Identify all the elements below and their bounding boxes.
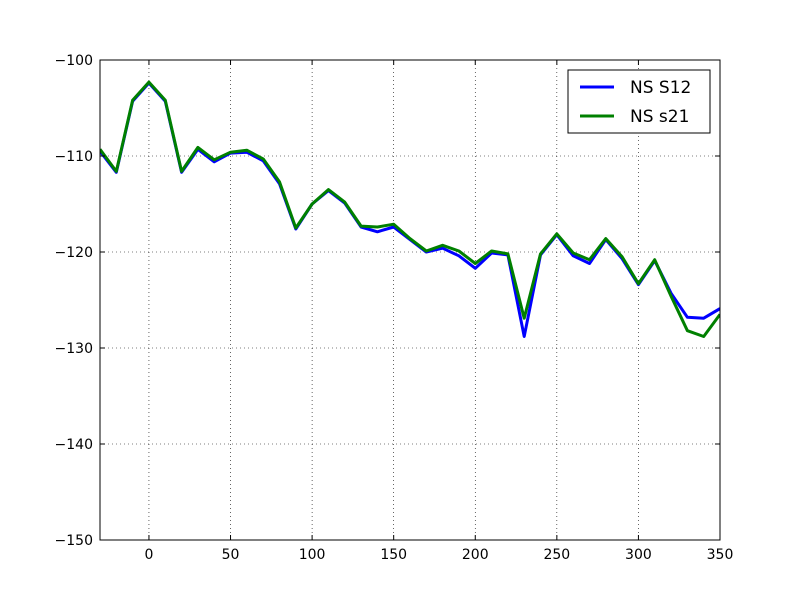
plot-frame (99, 59, 721, 541)
x-tick-label: 350 (707, 547, 734, 563)
x-tick-label: 300 (625, 547, 652, 563)
y-tick-label: −140 (55, 437, 93, 453)
legend-box (567, 69, 711, 134)
y-tick-label: −150 (55, 533, 93, 549)
y-tick-label: −110 (55, 149, 93, 165)
legend-label-ns-s21: NS s21 (630, 107, 689, 127)
x-tick-label: 0 (144, 547, 153, 563)
legend: NS S12 NS s21 (567, 69, 711, 134)
series-line-ns-s21 (100, 80, 720, 338)
y-tick-label: −120 (55, 245, 93, 261)
x-tick-label: 200 (462, 547, 489, 563)
x-tick-label: 100 (299, 547, 326, 563)
y-tick-label: −100 (55, 53, 93, 69)
x-tick-label: 250 (543, 547, 570, 563)
x-tick-label: 50 (222, 547, 240, 563)
x-tick-label: 150 (380, 547, 407, 563)
legend-label-ns-s12: NS S12 (630, 78, 691, 98)
y-tick-label: −130 (55, 341, 93, 357)
axis-ticks: 0 50 100 150 200 250 300 350 −150 −140 −130 −120 −11… (55, 53, 734, 563)
series-lines (100, 80, 720, 338)
